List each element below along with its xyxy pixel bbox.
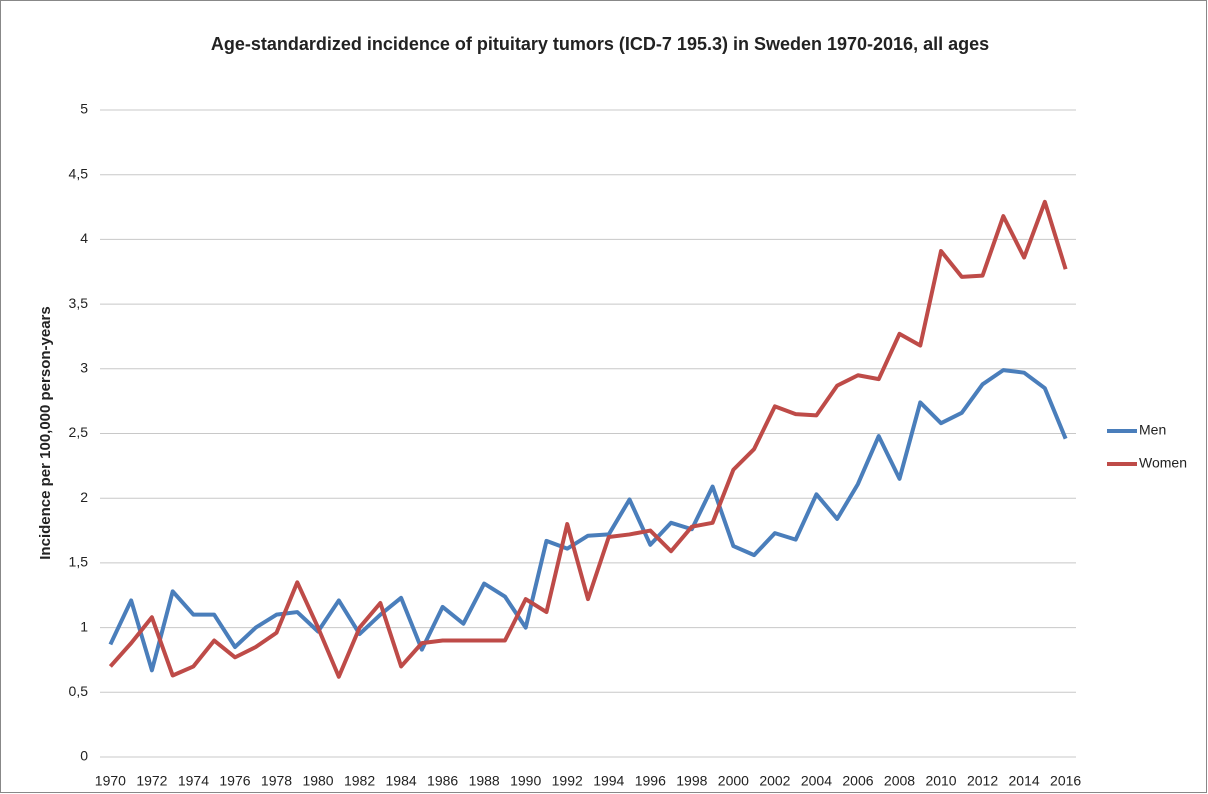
x-tick-label: 2008: [884, 773, 915, 789]
x-tick-label: 1974: [178, 773, 209, 789]
x-tick-label: 1988: [469, 773, 500, 789]
y-axis-title: Incidence per 100,000 person-years: [37, 306, 54, 559]
x-tick-label: 1992: [552, 773, 583, 789]
chart-title: Age-standardized incidence of pituitary …: [211, 34, 989, 54]
y-tick-label: 1,5: [69, 554, 89, 570]
x-tick-label: 2016: [1050, 773, 1081, 789]
y-tick-label: 5: [80, 101, 88, 117]
line-series: [108, 199, 1068, 679]
y-tick-label: 4: [80, 230, 88, 246]
x-tick-label: 2012: [967, 773, 998, 789]
x-tick-label: 1984: [386, 773, 417, 789]
x-tick-label: 2002: [759, 773, 790, 789]
x-tick-label: 2004: [801, 773, 832, 789]
line-series: [108, 368, 1068, 673]
y-tick-label: 4,5: [69, 165, 89, 181]
y-tick-label: 2: [80, 489, 88, 505]
x-tick-label: 1976: [219, 773, 250, 789]
x-tick-label: 1994: [593, 773, 624, 789]
y-tick-label: 0,5: [69, 683, 89, 699]
x-tick-label: 1980: [302, 773, 333, 789]
x-tick-label: 1998: [676, 773, 707, 789]
y-tick-label: 0: [80, 748, 88, 764]
x-tick-label: 1982: [344, 773, 375, 789]
x-tick-label: 2014: [1009, 773, 1040, 789]
x-tick-label: 1978: [261, 773, 292, 789]
y-tick-label: 1: [80, 618, 88, 634]
y-tick-label: 3: [80, 360, 88, 376]
x-tick-label: 1996: [635, 773, 666, 789]
x-tick-label: 1972: [136, 773, 167, 789]
x-tick-label: 1986: [427, 773, 458, 789]
x-tick-label: 1970: [95, 773, 126, 789]
y-tick-label: 3,5: [69, 295, 89, 311]
x-tick-label: 1990: [510, 773, 541, 789]
legend-label: Women: [1139, 455, 1187, 471]
x-tick-label: 2006: [842, 773, 873, 789]
legend-label: Men: [1139, 422, 1166, 438]
x-tick-label: 2000: [718, 773, 749, 789]
y-tick-label: 2,5: [69, 424, 89, 440]
x-tick-label: 2010: [925, 773, 956, 789]
